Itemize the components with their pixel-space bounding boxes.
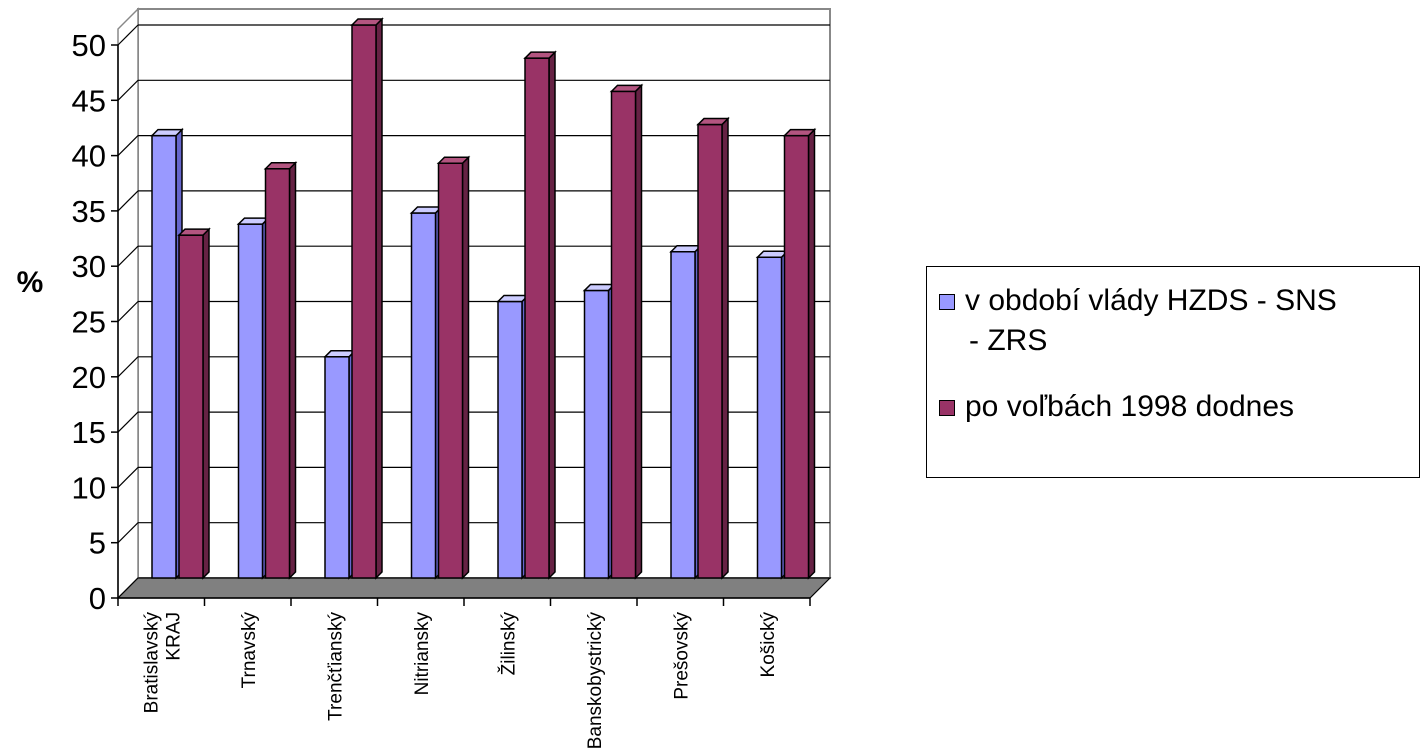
- bar-top-1-3: [323, 350, 357, 358]
- bar-series-1-5: [497, 300, 523, 579]
- gridline-side: [117, 79, 139, 101]
- bar-series-1-1: [151, 134, 177, 579]
- bar-top-2-3: [350, 18, 384, 26]
- bar-top-1-8: [755, 250, 790, 259]
- y-tick-label: 30: [72, 249, 106, 284]
- bar-top-1-2: [236, 217, 271, 225]
- gridline-side: [117, 411, 139, 433]
- y-tick-label: 5: [89, 526, 106, 561]
- y-tick-label: 35: [72, 194, 106, 229]
- legend-label-series-1-line-1: v období vlády HZDS - SNS: [965, 284, 1337, 317]
- bar-side-2-4: [461, 155, 470, 580]
- bar-side-2-7: [721, 116, 729, 580]
- bar-series-1-3: [324, 356, 350, 579]
- plot-floor: [116, 577, 832, 599]
- bar-side-2-2: [288, 160, 297, 580]
- bar-top-2-8: [782, 128, 817, 137]
- bar-series-2-4: [437, 162, 464, 579]
- bar-series-2-5: [524, 57, 550, 579]
- y-tick-label: 20: [72, 360, 106, 395]
- bar-side-2-1: [202, 227, 210, 580]
- legend-swatch-series-2: [939, 400, 955, 416]
- bar-top-2-1: [177, 228, 211, 236]
- bar-series-1-4: [410, 212, 437, 579]
- x-tick-label-1: Bratislavský: [141, 612, 162, 714]
- x-tick-label-5: Žilinský: [497, 612, 519, 676]
- x-tick-label-6: Banskobystrický: [585, 612, 606, 749]
- y-tick-label: 10: [72, 470, 106, 505]
- y-axis-label: %: [17, 266, 44, 299]
- y-tick-label: 0: [89, 581, 106, 616]
- legend-label-series-2: po voľbách 1998 dodnes: [965, 390, 1295, 423]
- gridline-side: [117, 245, 139, 267]
- bar-top-2-2: [263, 162, 298, 170]
- gridline-side: [117, 301, 139, 322]
- y-tick-label: 45: [72, 83, 106, 118]
- bar-series-2-3: [351, 24, 377, 579]
- x-tick-label-2: Trnavský: [239, 612, 260, 689]
- bar-top-2-5: [523, 51, 557, 59]
- bar-side-2-3: [375, 17, 383, 580]
- gridline-side: [117, 522, 139, 544]
- legend-swatch-series-1: [939, 294, 955, 310]
- bar-top-2-6: [609, 84, 644, 93]
- gridline-side: [117, 466, 139, 488]
- y-tick-label: 40: [72, 139, 106, 174]
- x-tick-label-4: Nitriansky: [412, 612, 433, 696]
- bar-side-2-6: [634, 83, 643, 580]
- bar-top-1-5: [496, 294, 530, 303]
- x-tick-label-3: Trenčťianský: [325, 612, 346, 721]
- gridline-side: [117, 356, 139, 378]
- bar-series-2-7: [697, 123, 723, 579]
- bar-top-1-7: [669, 244, 703, 253]
- legend: v období vlády HZDS - SNS - ZRS po voľbá…: [926, 266, 1420, 478]
- legend-label-series-1-line-2: - ZRS: [969, 324, 1048, 357]
- gridline-side: [117, 135, 139, 157]
- y-tick-label: 15: [72, 415, 106, 450]
- bar-series-1-7: [670, 250, 696, 579]
- bar-top-2-4: [436, 156, 471, 164]
- bar-side-2-8: [807, 127, 816, 580]
- gridline-side: [117, 190, 139, 212]
- bar-series-1-6: [583, 289, 610, 579]
- bar-side-2-5: [548, 50, 556, 580]
- x-tick-label-8: Košický: [758, 612, 779, 678]
- bar-series-2-2: [264, 168, 291, 579]
- x-tick-label-7: Prešovský: [671, 612, 692, 700]
- bar-top-1-1: [150, 128, 184, 137]
- bar-series-2-8: [783, 134, 810, 579]
- bar-top-1-4: [409, 206, 444, 214]
- y-tick-label: 50: [72, 28, 106, 63]
- bar-top-2-7: [696, 117, 730, 126]
- bar-series-2-1: [178, 234, 204, 579]
- bar-series-1-8: [756, 256, 783, 579]
- bar-series-2-6: [610, 90, 637, 579]
- y-tick-label: 25: [72, 305, 106, 340]
- gridline-side: [117, 24, 139, 46]
- x-tick-label-1: KRAJ: [163, 612, 184, 661]
- bar-top-1-6: [582, 283, 617, 292]
- bar-series-1-2: [237, 223, 264, 579]
